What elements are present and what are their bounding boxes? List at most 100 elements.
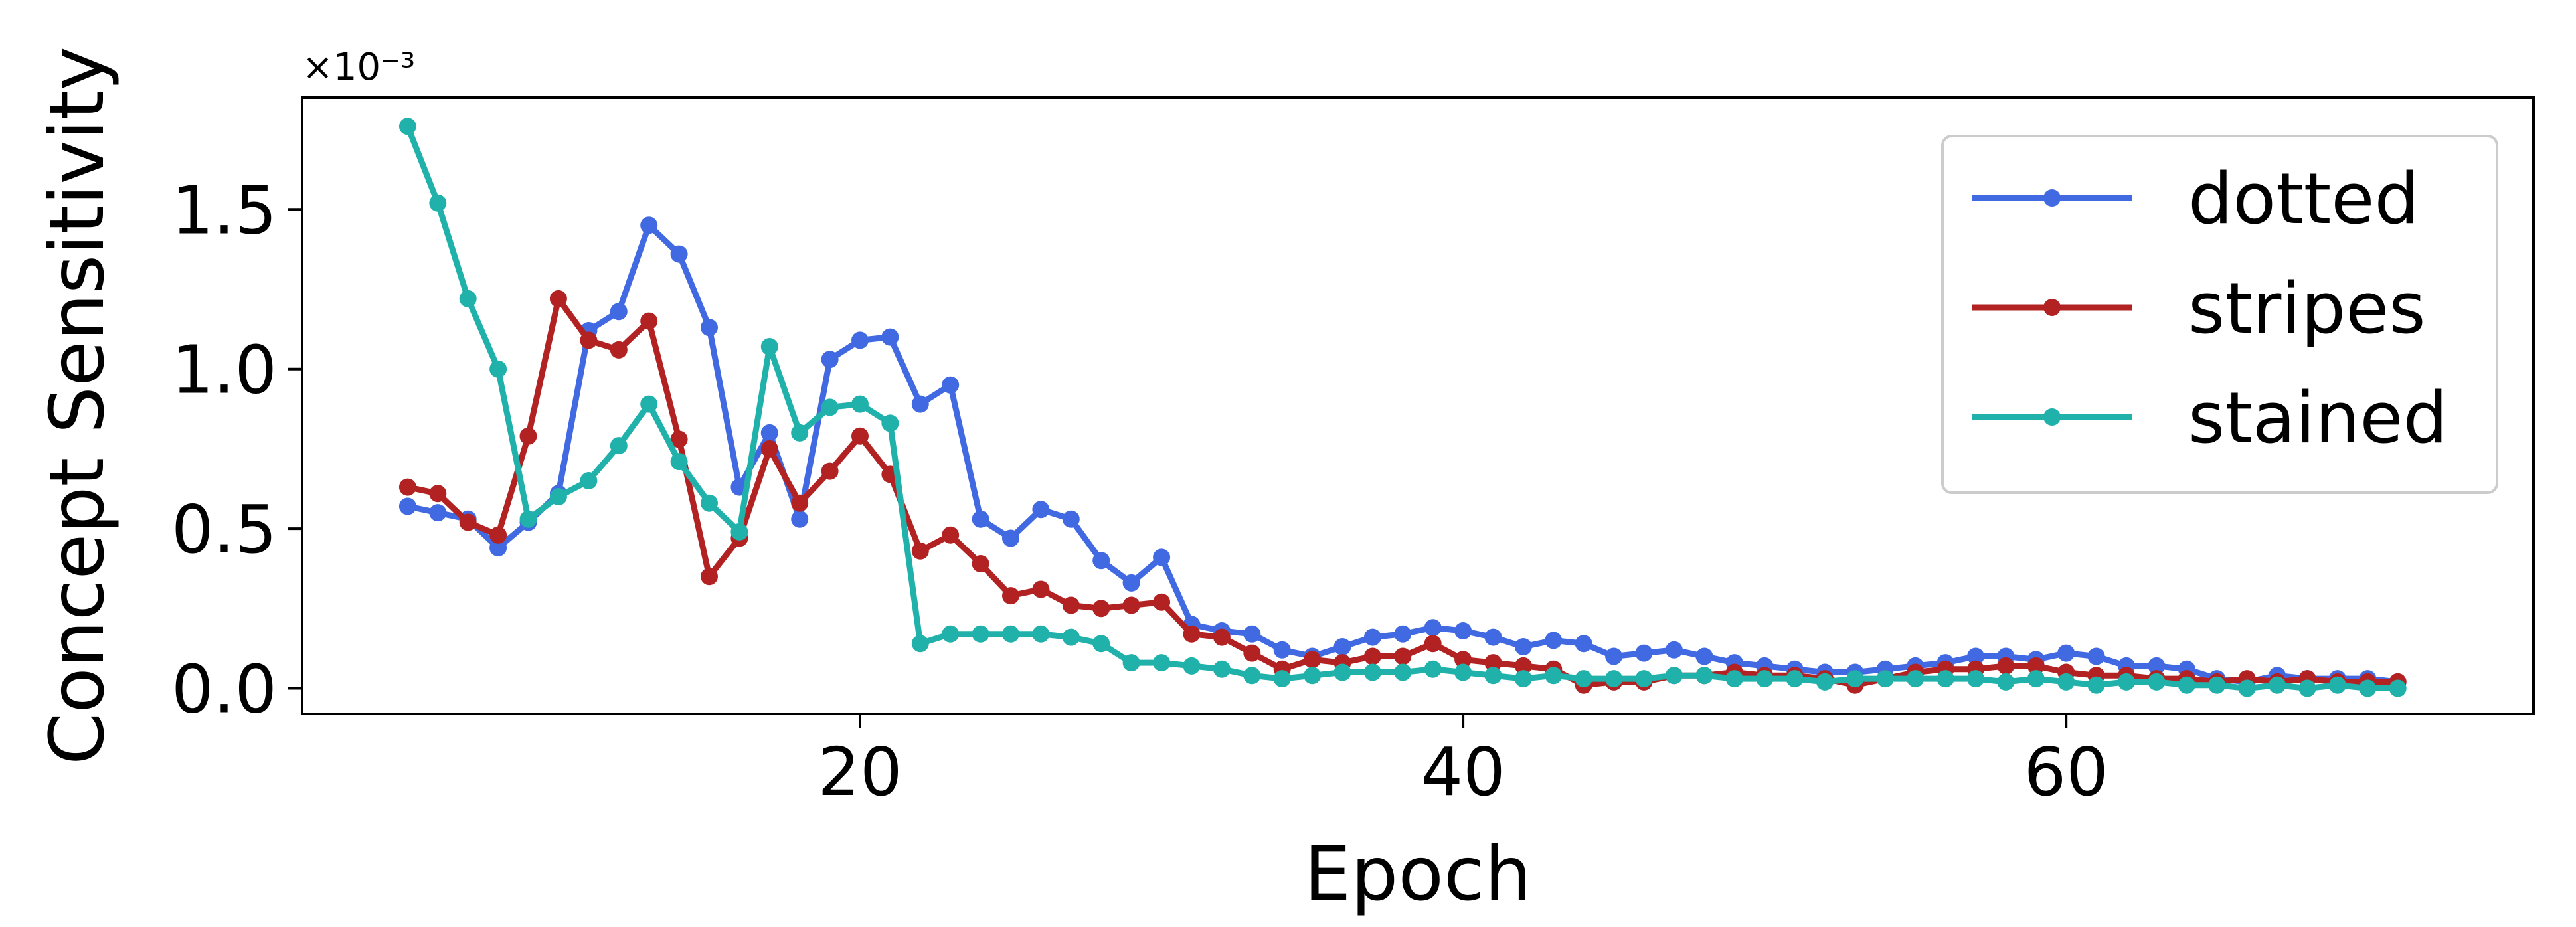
data-point-dotted — [1454, 622, 1472, 639]
legend-entries: dotted stripes stained — [1972, 158, 2448, 459]
data-point-dotted — [760, 424, 778, 442]
data-point-dotted — [942, 376, 960, 394]
data-point-dotted — [1122, 574, 1140, 592]
x-tick-label: 40 — [1420, 733, 1505, 811]
data-point-stained — [2057, 673, 2075, 691]
data-point-stained — [2389, 679, 2407, 697]
data-point-stained — [881, 414, 899, 432]
data-point-dotted — [1967, 647, 1984, 665]
data-point-stained — [1846, 670, 1864, 688]
x-tick-label: 20 — [817, 733, 902, 811]
data-point-dotted — [1575, 635, 1592, 653]
data-point-stripes — [1122, 596, 1140, 614]
data-point-stained — [730, 523, 748, 541]
data-point-stripes — [1394, 647, 1412, 665]
data-point-stained — [670, 453, 688, 471]
y-tick-label: 0.5 — [171, 491, 277, 568]
data-point-dotted — [610, 303, 628, 321]
data-point-stained — [1665, 667, 1683, 685]
data-point-stained — [821, 398, 839, 416]
data-point-stained — [791, 424, 809, 442]
data-point-stained — [1213, 660, 1231, 678]
data-point-dotted — [1243, 625, 1261, 643]
data-point-stained — [1243, 667, 1261, 685]
series-layer — [398, 118, 2407, 697]
data-point-dotted — [701, 319, 718, 337]
data-point-stained — [2027, 670, 2045, 688]
data-point-stripes — [1454, 651, 1472, 669]
data-point-stained — [1967, 670, 1984, 688]
data-point-stained — [2298, 679, 2316, 697]
data-point-stained — [972, 625, 989, 643]
data-point-stripes — [911, 542, 929, 560]
data-point-stained — [2148, 673, 2166, 691]
data-point-stripes — [2027, 657, 2045, 675]
data-point-stripes — [610, 341, 628, 359]
data-point-dotted — [1092, 552, 1110, 570]
data-point-stained — [760, 338, 778, 355]
data-point-stained — [1605, 670, 1623, 688]
data-point-dotted — [1695, 647, 1713, 665]
legend-label-stained: stained — [2188, 377, 2448, 459]
data-point-stripes — [1424, 635, 1442, 653]
data-point-stained — [911, 635, 929, 653]
data-point-stripes — [1092, 600, 1110, 618]
data-point-stripes — [821, 462, 839, 480]
y-axis-label: Concept Sensitivity — [35, 46, 121, 765]
data-point-stained — [610, 437, 628, 455]
data-point-stained — [1635, 670, 1653, 688]
data-point-dotted — [1333, 638, 1351, 655]
x-axis-ticks: 20 40 60 — [817, 714, 2108, 811]
data-point-stained — [1062, 628, 1080, 646]
data-point-dotted — [489, 539, 507, 556]
data-point-stripes — [1997, 657, 2015, 675]
data-point-stained — [942, 625, 960, 643]
data-point-stained — [1936, 670, 1954, 688]
data-point-stained — [1786, 670, 1804, 688]
data-point-stripes — [459, 513, 477, 531]
data-point-stripes — [640, 312, 658, 330]
data-point-stripes — [942, 526, 960, 544]
data-point-stained — [1153, 654, 1171, 672]
data-point-stripes — [972, 555, 989, 572]
data-point-stained — [2208, 676, 2226, 694]
data-point-stripes — [1243, 644, 1261, 662]
data-point-dotted — [791, 510, 809, 528]
data-point-dotted — [1605, 647, 1623, 665]
data-point-stripes — [549, 290, 567, 307]
data-point-stained — [1092, 635, 1110, 653]
data-point-stripes — [1183, 625, 1201, 643]
data-point-stained — [1816, 673, 1834, 691]
data-point-stained — [2238, 679, 2256, 697]
data-point-stained — [1907, 670, 1925, 688]
data-point-stained — [1002, 625, 1019, 643]
data-point-stripes — [760, 440, 778, 458]
data-point-stained — [2087, 676, 2105, 694]
data-point-stained — [851, 395, 869, 413]
data-point-stained — [1545, 667, 1563, 685]
data-point-dotted — [1545, 632, 1563, 649]
data-point-stripes — [519, 427, 537, 445]
data-point-stripes — [1363, 647, 1381, 665]
data-point-dotted — [972, 510, 989, 528]
data-point-dotted — [911, 395, 929, 413]
data-point-dotted — [881, 328, 899, 346]
data-point-dotted — [670, 245, 688, 263]
data-point-stained — [1876, 670, 1894, 688]
data-point-stained — [701, 494, 718, 512]
data-point-stripes — [701, 568, 718, 586]
data-point-stained — [1363, 663, 1381, 681]
legend-box — [1941, 135, 2498, 494]
data-point-stripes — [670, 430, 688, 448]
data-point-dotted — [821, 351, 839, 369]
data-point-stained — [1997, 673, 2015, 691]
x-axis-label: Epoch — [1304, 831, 1532, 918]
plot-area-frame — [301, 96, 2535, 715]
data-point-stained — [2359, 679, 2377, 697]
data-point-dotted — [398, 497, 416, 515]
data-point-stained — [2328, 676, 2346, 694]
data-point-stained — [489, 360, 507, 378]
data-point-stained — [1333, 663, 1351, 681]
data-point-stripes — [489, 526, 507, 544]
